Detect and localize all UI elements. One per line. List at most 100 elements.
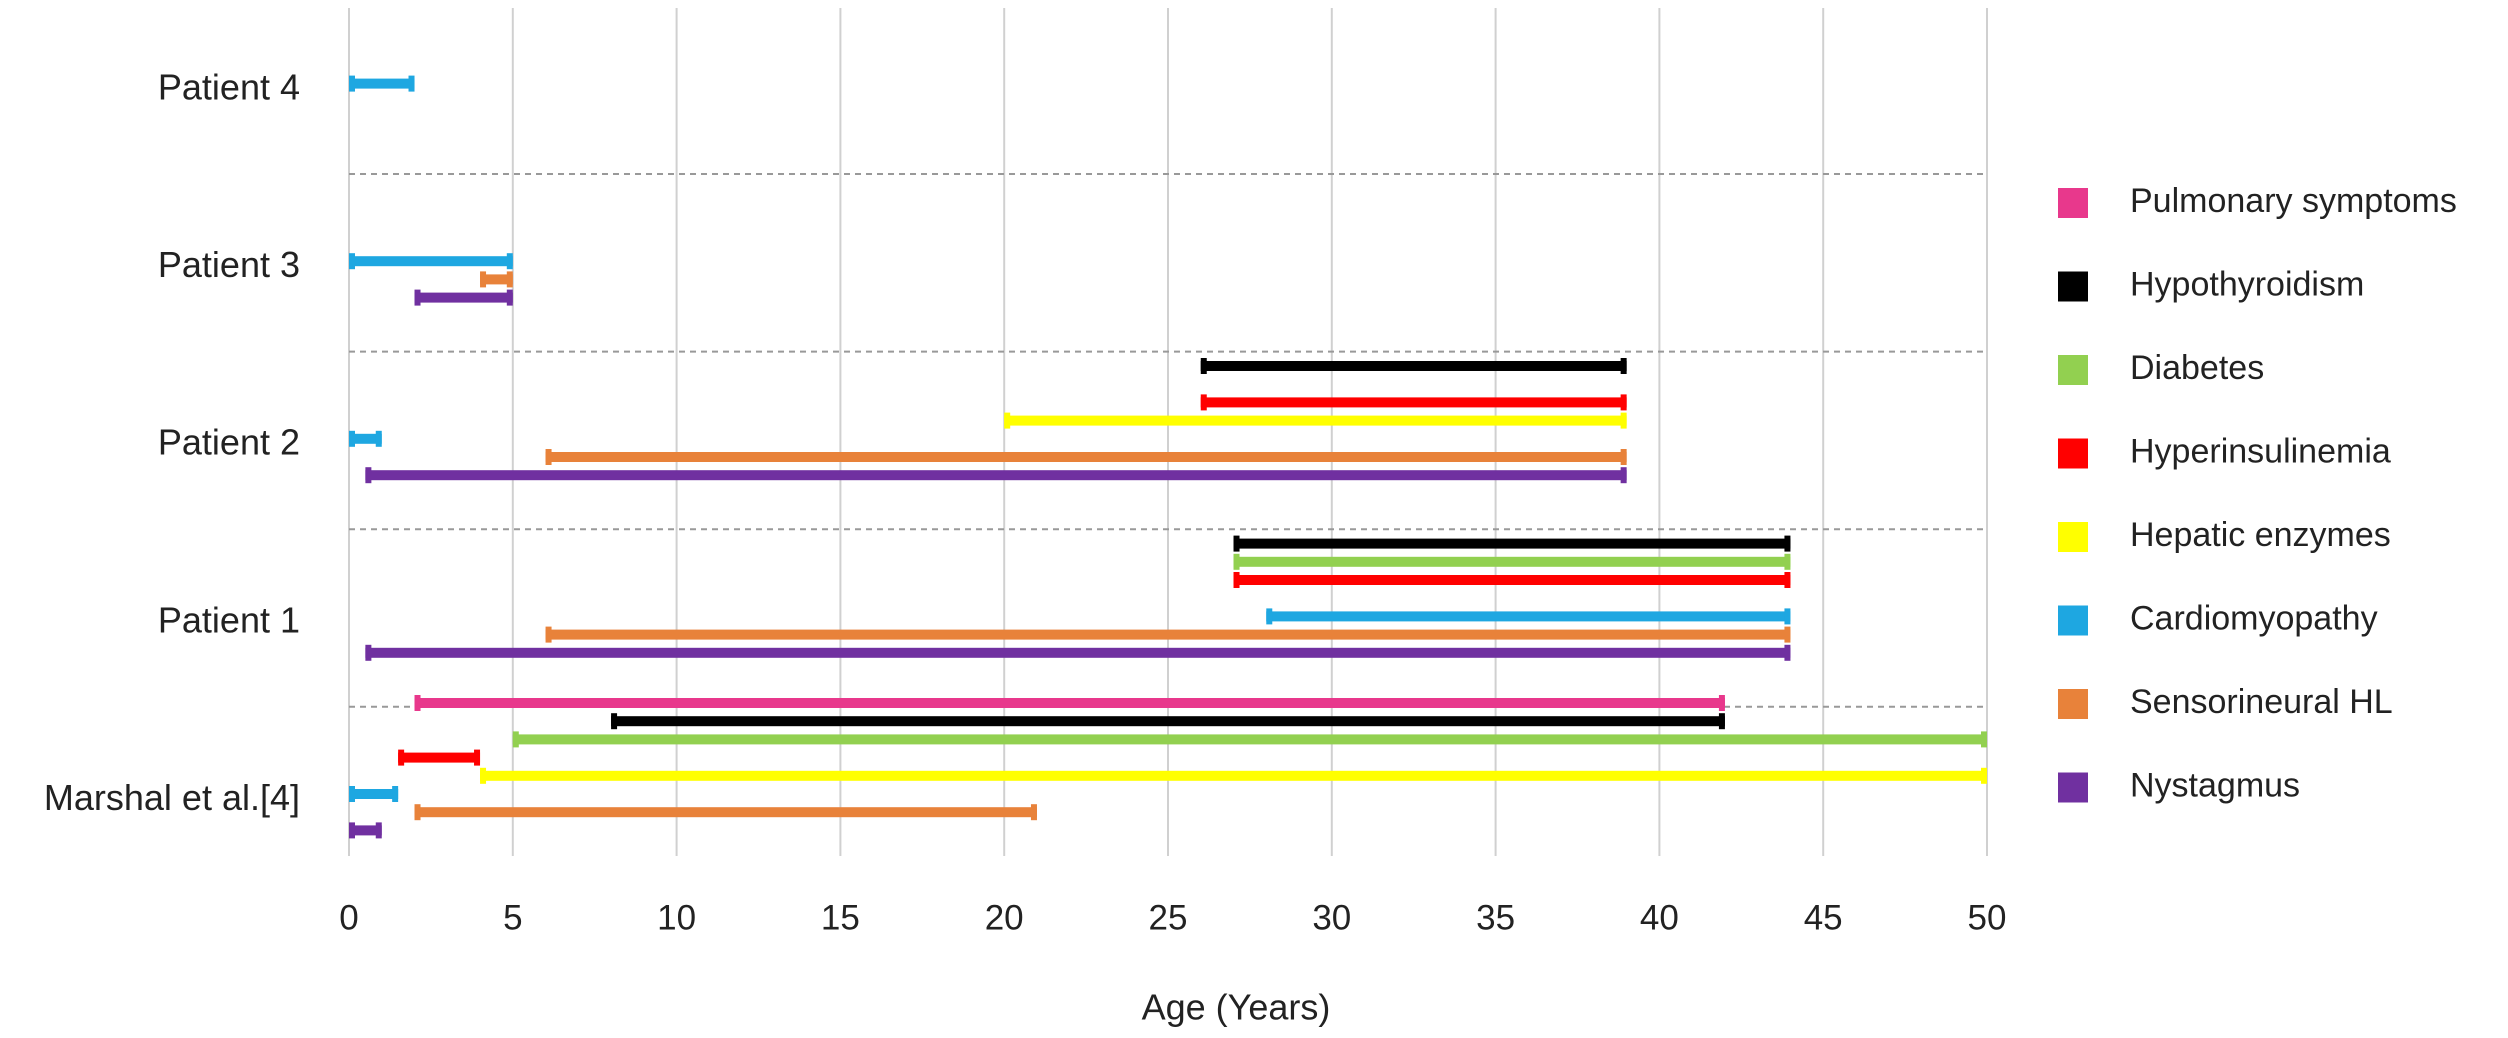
legend-swatch bbox=[2058, 689, 2088, 719]
range-bar bbox=[414, 292, 513, 303]
range-bar bbox=[545, 452, 1627, 462]
bar-cap bbox=[1784, 644, 1791, 661]
legend-swatch bbox=[2058, 355, 2088, 385]
legend-swatch bbox=[2058, 522, 2088, 552]
range-bar bbox=[414, 807, 1037, 818]
bar-cap bbox=[1981, 767, 1987, 784]
range-bar bbox=[414, 698, 1725, 708]
x-tick-label: 0 bbox=[339, 898, 358, 937]
range-bar bbox=[480, 770, 1987, 781]
bar-cap bbox=[1620, 449, 1627, 465]
bar-cap bbox=[1981, 731, 1987, 748]
bar-cap bbox=[1620, 394, 1627, 411]
bar-cap bbox=[349, 75, 355, 92]
bar-cap bbox=[365, 467, 372, 484]
bar-cap bbox=[392, 786, 399, 802]
bar-cap bbox=[1784, 626, 1791, 643]
bar-cap bbox=[349, 430, 355, 447]
bar-cap bbox=[545, 626, 552, 643]
x-tick-label: 35 bbox=[1476, 898, 1515, 937]
range-bar bbox=[349, 78, 415, 89]
x-tick-label: 5 bbox=[503, 898, 522, 937]
bar-cap bbox=[365, 644, 372, 661]
range-bar bbox=[365, 647, 1791, 658]
range-bar bbox=[1004, 415, 1627, 426]
bar-cap bbox=[1200, 394, 1207, 411]
legend-label: Hypothyroidism bbox=[2130, 265, 2364, 303]
legend-label: Hepatic enzymes bbox=[2130, 516, 2391, 554]
bar-cap bbox=[1718, 695, 1725, 711]
x-tick-label: 25 bbox=[1149, 898, 1188, 937]
group-label: Marshal et al.[4] bbox=[44, 777, 300, 818]
bar-cap bbox=[349, 786, 355, 802]
range-bar bbox=[349, 433, 382, 444]
bar-cap bbox=[506, 253, 513, 270]
range-bar bbox=[545, 629, 1791, 640]
bar-cap bbox=[414, 289, 421, 306]
bar-cap bbox=[1620, 467, 1627, 484]
range-bar bbox=[512, 734, 1987, 745]
group-label: Patient 3 bbox=[158, 244, 300, 285]
legend-swatch bbox=[2058, 438, 2088, 469]
x-tick-label: 40 bbox=[1640, 898, 1679, 937]
bar-cap bbox=[506, 271, 513, 288]
group-label: Patient 1 bbox=[158, 599, 300, 640]
bar-cap bbox=[480, 271, 487, 288]
legend-label: Sensorineural HL bbox=[2130, 683, 2393, 721]
group-label: Patient 2 bbox=[158, 422, 300, 463]
bar-cap bbox=[512, 731, 519, 748]
x-tick-label: 20 bbox=[985, 898, 1024, 937]
bar-cap bbox=[474, 749, 481, 766]
legend-label: Nystagmus bbox=[2130, 766, 2300, 804]
range-bar bbox=[1200, 361, 1627, 371]
bar-cap bbox=[480, 767, 487, 784]
x-tick-label: 50 bbox=[1968, 898, 2007, 937]
range-bar bbox=[1200, 397, 1627, 408]
bar-cap bbox=[611, 713, 618, 730]
bar-cap bbox=[408, 75, 415, 92]
bar-cap bbox=[1233, 535, 1240, 552]
bar-cap bbox=[1784, 535, 1791, 552]
range-bar bbox=[349, 789, 399, 799]
legend-swatch bbox=[2058, 772, 2088, 803]
range-bar bbox=[1233, 575, 1791, 585]
legend-label: Cardiomyopathy bbox=[2130, 599, 2378, 637]
legend-label: Pulmonary symptoms bbox=[2130, 182, 2457, 220]
bar-cap bbox=[1784, 553, 1791, 570]
range-bar bbox=[398, 752, 481, 763]
bar-cap bbox=[545, 449, 552, 465]
range-bar bbox=[365, 470, 1627, 481]
x-tick-label: 15 bbox=[821, 898, 860, 937]
legend-swatch bbox=[2058, 605, 2088, 636]
bar-cap bbox=[506, 289, 513, 306]
range-bar bbox=[349, 256, 513, 267]
bar-cap bbox=[1233, 572, 1240, 588]
legend-swatch bbox=[2058, 188, 2088, 218]
group-label: Patient 4 bbox=[158, 67, 300, 108]
range-bar bbox=[349, 825, 382, 836]
x-tick-label: 45 bbox=[1804, 898, 1843, 937]
bar-cap bbox=[1200, 358, 1207, 374]
bar-cap bbox=[1004, 412, 1011, 429]
bar-cap bbox=[1718, 713, 1725, 730]
legend-swatch bbox=[2058, 271, 2088, 302]
range-bar bbox=[1233, 556, 1791, 567]
bar-cap bbox=[1266, 608, 1273, 625]
x-axis-title: Age (Years) bbox=[1142, 987, 1331, 1028]
range-bar bbox=[1233, 538, 1791, 549]
legend-label: Diabetes bbox=[2130, 349, 2264, 387]
range-bar bbox=[480, 274, 513, 285]
bar-cap bbox=[1030, 804, 1037, 821]
range-bar bbox=[611, 716, 1725, 727]
bar-cap bbox=[1784, 608, 1791, 625]
bar-cap bbox=[1233, 553, 1240, 570]
bar-cap bbox=[1620, 358, 1627, 374]
bar-cap bbox=[1784, 572, 1791, 588]
bar-cap bbox=[414, 695, 421, 711]
bar-cap bbox=[375, 430, 382, 447]
legend-label: Hyperinsulinemia bbox=[2130, 432, 2391, 470]
bar-cap bbox=[414, 804, 421, 821]
x-tick-label: 10 bbox=[657, 898, 696, 937]
